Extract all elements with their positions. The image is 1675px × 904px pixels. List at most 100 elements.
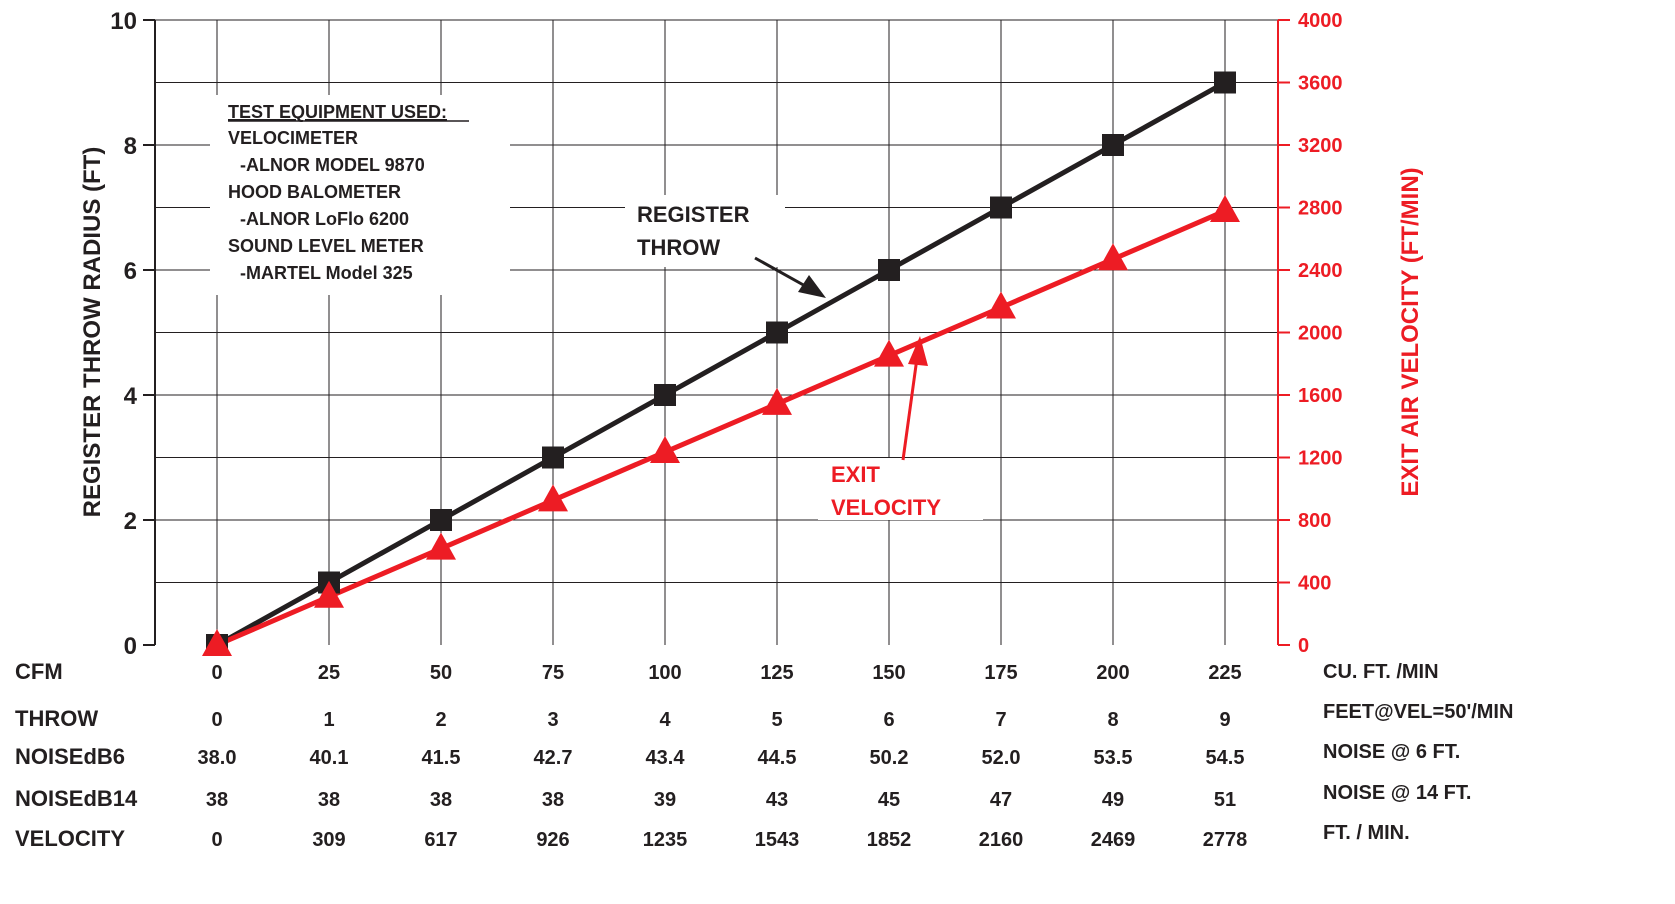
throw-point xyxy=(766,321,788,344)
velocity-label: VELOCITY xyxy=(831,495,941,520)
equipment-line: SOUND LEVEL METER xyxy=(228,236,424,256)
table-cell: 43 xyxy=(766,789,788,811)
right-tick-label: 2800 xyxy=(1298,198,1343,220)
table-row-unit: CU. FT. /MIN xyxy=(1323,661,1439,683)
annotations: REGISTER THROW EXIT VELOCITY xyxy=(625,195,983,520)
right-tick-label: 4000 xyxy=(1298,10,1343,32)
right-tick-label: 1600 xyxy=(1298,385,1343,407)
table-cell: 41.5 xyxy=(422,747,461,769)
table-cell: 926 xyxy=(536,829,569,851)
table-cell: 1235 xyxy=(643,829,688,851)
table-cell: 54.5 xyxy=(1206,747,1245,769)
axes: 0 2 4 6 8 10 0 400 800 1200 1600 2000 2400 2800 3200 36… xyxy=(79,8,1424,660)
velocity-point xyxy=(650,436,680,464)
throw-label: THROW xyxy=(637,235,720,260)
right-tick-label: 800 xyxy=(1298,510,1331,532)
table-cell: 1543 xyxy=(755,829,800,851)
table-cell: 39 xyxy=(654,789,676,811)
equipment-box: TEST EQUIPMENT USED: VELOCIMETER -ALNOR MO… xyxy=(210,95,510,295)
table-cell: 9 xyxy=(1219,709,1230,731)
equipment-line: -MARTEL Model 325 xyxy=(240,263,413,283)
series xyxy=(202,71,1240,656)
series-line-exit-velocity xyxy=(216,208,1226,648)
table-cell: 3 xyxy=(547,709,558,731)
table-cell: 50 xyxy=(430,662,452,684)
throw-label-bg xyxy=(625,195,785,267)
table-cell: 200 xyxy=(1096,662,1129,684)
table-cell: 0 xyxy=(211,709,222,731)
table-cell: 150 xyxy=(872,662,905,684)
table-cell: 0 xyxy=(211,829,222,851)
throw-point xyxy=(430,509,452,531)
table-row-label: NOISEdB14 xyxy=(15,786,138,811)
table-row-unit: NOISE @ 14 FT. xyxy=(1323,782,1471,804)
table-cell: 8 xyxy=(1107,709,1118,731)
left-tick-label: 4 xyxy=(124,383,138,410)
table-cell: 617 xyxy=(424,829,457,851)
table-cell: 5 xyxy=(771,709,782,731)
velocity-point xyxy=(314,580,344,608)
velocity-point xyxy=(1210,194,1240,222)
table-cell: 25 xyxy=(318,662,340,684)
table-cell: 38 xyxy=(542,789,564,811)
table-cell: 7 xyxy=(995,709,1006,731)
table-cell: 175 xyxy=(984,662,1017,684)
table-cell: 2469 xyxy=(1091,829,1136,851)
table-cell: 1852 xyxy=(867,829,912,851)
table-cell: 38.0 xyxy=(198,747,237,769)
right-tick-label: 2400 xyxy=(1298,260,1343,282)
right-tick-label: 3600 xyxy=(1298,73,1343,95)
throw-point xyxy=(878,259,900,281)
table-cell: 4 xyxy=(659,709,671,731)
equipment-box-bg xyxy=(210,95,510,295)
table-cell: 50.2 xyxy=(870,747,909,769)
velocity-point xyxy=(874,339,904,367)
right-tick-label: 400 xyxy=(1298,573,1331,595)
table-cell: 51 xyxy=(1214,789,1236,811)
left-tick-label: 0 xyxy=(124,633,137,660)
throw-point xyxy=(542,446,564,469)
table-row-unit: NOISE @ 6 FT. xyxy=(1323,741,1460,763)
table-cell: 2778 xyxy=(1203,829,1248,851)
equipment-line: -ALNOR MODEL 9870 xyxy=(240,155,425,175)
table-cell: 47 xyxy=(990,789,1012,811)
table-cell: 225 xyxy=(1208,662,1241,684)
left-axis-title: REGISTER THROW RADIUS (FT) xyxy=(79,147,106,518)
velocity-point xyxy=(426,532,456,560)
table-row-label: VELOCITY xyxy=(15,826,125,851)
table-cell: 100 xyxy=(648,662,681,684)
velocity-point xyxy=(202,629,232,656)
right-tick-label: 0 xyxy=(1298,635,1309,657)
table-cell: 49 xyxy=(1102,789,1124,811)
velocity-label: EXIT xyxy=(831,462,880,487)
table-cell: 38 xyxy=(430,789,452,811)
table-row-label: THROW xyxy=(15,706,98,731)
right-tick-label: 3200 xyxy=(1298,135,1343,157)
velocity-arrowhead xyxy=(908,336,928,366)
velocity-point xyxy=(762,387,792,415)
right-tick-label: 1200 xyxy=(1298,448,1343,470)
left-tick-label: 2 xyxy=(124,508,137,535)
velocity-point xyxy=(538,484,568,512)
table-cell: 1 xyxy=(323,709,334,731)
table-cell: 42.7 xyxy=(534,747,573,769)
data-table: CFM 0 25 50 75 100 125 150 175 200 225 CU. FT. /MIN… xyxy=(15,659,1513,851)
right-axis-title: EXIT AIR VELOCITY (FT/MIN) xyxy=(1397,167,1424,496)
throw-label: REGISTER xyxy=(637,202,750,227)
table-cell: 309 xyxy=(312,829,345,851)
table-row-unit: FT. / MIN. xyxy=(1323,822,1410,844)
equipment-line: -ALNOR LoFlo 6200 xyxy=(240,209,409,229)
right-tick-label: 2000 xyxy=(1298,323,1343,345)
table-row-label: CFM xyxy=(15,659,63,684)
left-tick-label: 8 xyxy=(124,133,137,160)
table-cell: 40.1 xyxy=(310,747,349,769)
table-cell: 53.5 xyxy=(1094,747,1133,769)
table-row-label: NOISEdB6 xyxy=(15,744,125,769)
table-cell: 125 xyxy=(760,662,793,684)
equipment-line: HOOD BALOMETER xyxy=(228,182,401,202)
throw-point xyxy=(654,384,676,406)
series-line-register-throw xyxy=(215,80,1227,648)
table-cell: 44.5 xyxy=(758,747,797,769)
table-cell: 43.4 xyxy=(646,747,686,769)
